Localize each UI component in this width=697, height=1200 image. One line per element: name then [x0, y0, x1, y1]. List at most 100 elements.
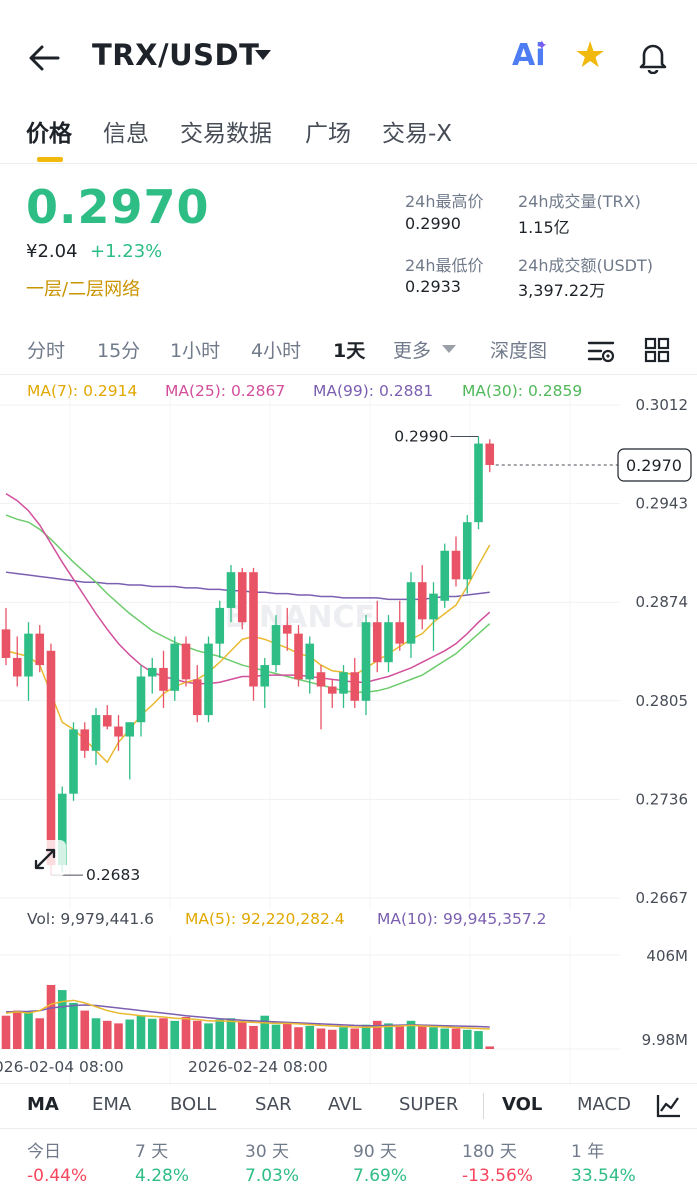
candle-body [226, 572, 236, 608]
chart-settings-icon[interactable] [586, 337, 616, 365]
ma99-legend: MA(99): 0.2881 [313, 382, 434, 400]
low-24h-value: 0.2933 [405, 277, 461, 296]
volume-bar [451, 1028, 461, 1049]
interval-1d[interactable]: 1天 [333, 340, 366, 362]
ma25-legend: MA(25): 0.2867 [165, 382, 286, 400]
tab-info[interactable]: 信息 [103, 121, 149, 147]
volume-bar [406, 1020, 416, 1049]
volume-bar [1, 1015, 11, 1049]
pair-dropdown-caret-icon[interactable] [255, 50, 271, 60]
volume-bar [327, 1029, 337, 1049]
volume-bar [192, 1020, 202, 1049]
indicator-sar[interactable]: SAR [255, 1094, 292, 1115]
tab-trade-data[interactable]: 交易数据 [180, 121, 272, 147]
back-arrow-icon[interactable] [28, 44, 60, 72]
volume-bar [226, 1018, 236, 1049]
indicator-top-divider [0, 1083, 697, 1084]
volume-bar [147, 1018, 157, 1049]
more-caret-icon [442, 345, 456, 353]
fullscreen-button[interactable] [26, 840, 66, 876]
binance-watermark: BINANCE [225, 600, 375, 635]
vol-axis-min-label: 9.98M [642, 1031, 688, 1049]
volume-bar [136, 1015, 146, 1049]
volume-bar [384, 1023, 393, 1049]
indicator-macd[interactable]: MACD [577, 1094, 631, 1115]
candle-body [485, 443, 495, 466]
period-label-90d: 90 天 [353, 1142, 398, 1162]
tab-price[interactable]: 价格 [26, 121, 72, 147]
period-value-today: -0.44% [27, 1166, 88, 1186]
ai-sparkle-icon: ✦ [536, 38, 548, 54]
pair-title[interactable]: TRX/USDT [92, 38, 260, 72]
vol-axis-max-label: 406M [646, 947, 688, 965]
volume-bar [91, 1018, 101, 1049]
indicator-ema[interactable]: EMA [92, 1094, 132, 1115]
y-axis-label: 0.2667 [636, 889, 689, 907]
period-label-7d: 7 天 [135, 1142, 169, 1162]
last-price: 0.2970 [26, 180, 210, 234]
volume-bar [361, 1024, 371, 1049]
high-24h-label: 24h最高价 [405, 192, 484, 211]
candle-body [114, 726, 123, 737]
indicator-vol[interactable]: VOL [502, 1094, 543, 1115]
candle-body [462, 522, 472, 580]
tabs-divider [0, 163, 697, 164]
layout-grid-icon[interactable] [643, 336, 671, 364]
candle-body [1, 629, 11, 658]
interval-depth[interactable]: 深度图 [490, 340, 546, 362]
candle-body [69, 729, 78, 794]
volume-bar [125, 1019, 135, 1049]
volume-bar [80, 1010, 90, 1049]
interval-15m[interactable]: 15分 [97, 340, 141, 362]
interval-timeline[interactable]: 分时 [27, 340, 66, 362]
period-label-180d: 180 天 [462, 1142, 517, 1162]
volume-bar [395, 1024, 405, 1049]
candle-body [384, 622, 393, 663]
candle-body [147, 667, 157, 677]
period-label-30d: 30 天 [245, 1142, 290, 1162]
volume-bar [417, 1025, 427, 1049]
vol-ma5-legend: MA(5): 92,220,282.4 [185, 910, 345, 928]
candle-body [316, 672, 326, 687]
tab-square[interactable]: 广场 [305, 121, 351, 147]
current-price-tag-box [617, 448, 692, 482]
volume-bar [114, 1023, 123, 1049]
tab-trade-x[interactable]: 交易-X [382, 121, 453, 147]
cny-price: ¥2.04 [26, 241, 78, 262]
indicator-boll[interactable]: BOLL [170, 1094, 217, 1115]
candle-body [260, 665, 270, 687]
indicator-bottom-divider [0, 1128, 697, 1129]
candle-body [406, 582, 416, 644]
period-label-today: 今日 [27, 1142, 61, 1162]
volume-bar [159, 1018, 168, 1049]
indicator-chart-icon[interactable] [654, 1092, 682, 1120]
favorite-star-icon[interactable]: ★ [574, 35, 607, 76]
notification-bell-icon[interactable] [636, 40, 670, 74]
x-axis-label: 2026-02-04 08:00 [0, 1058, 124, 1076]
candle-body [294, 633, 303, 680]
interval-4h[interactable]: 4小时 [251, 340, 302, 362]
indicator-avl[interactable]: AVL [328, 1094, 362, 1115]
ai-assistant-button[interactable]: Ai [512, 38, 546, 73]
candle-body [102, 715, 112, 727]
volume-chart[interactable]: 406M 9.98M 2026-02-04 08:00 2026-02-24 08:0… [0, 935, 697, 1085]
x-axis-label: 2026-02-24 08:00 [188, 1058, 328, 1076]
y-axis-label: 0.2805 [636, 692, 689, 710]
candlestick-chart[interactable]: BINANCE 0.3012 0.2943 0.2874 0.2805 0.2736 0.… [0, 395, 697, 910]
low-24h-label: 24h最低价 [405, 256, 484, 275]
volume-bar [170, 1020, 180, 1049]
ma25-line [5, 492, 491, 685]
ma7-legend: MA(7): 0.2914 [27, 382, 138, 400]
indicator-super[interactable]: SUPER [399, 1094, 459, 1115]
volume-bar [102, 1020, 112, 1049]
indicator-ma[interactable]: MA [27, 1094, 59, 1115]
amount-24h-label: 24h成交额(USDT) [518, 256, 653, 275]
y-axis-label: 0.2943 [636, 495, 689, 513]
indicator-separator [483, 1093, 484, 1119]
network-tag[interactable]: 一层/二层网络 [26, 279, 141, 300]
interval-more[interactable]: 更多 [393, 340, 432, 362]
interval-1h[interactable]: 1小时 [170, 340, 221, 362]
high-24h-value: 0.2990 [405, 214, 461, 233]
candle-body [395, 622, 405, 644]
candle-body [305, 643, 315, 680]
